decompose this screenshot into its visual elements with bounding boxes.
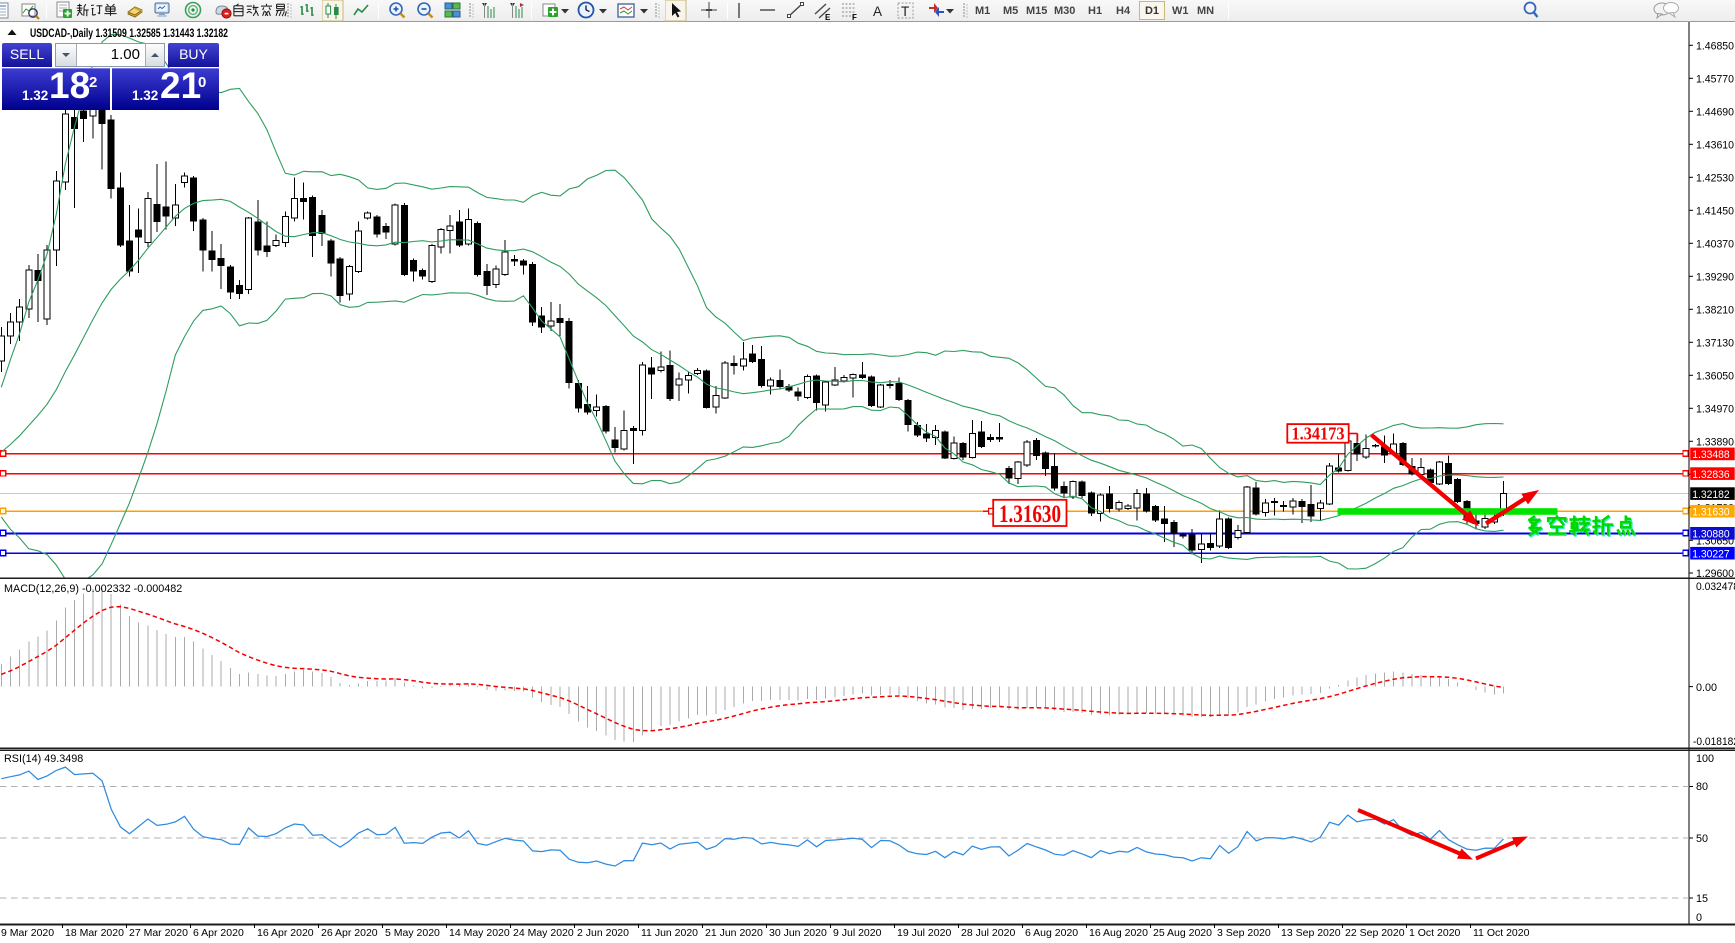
svg-text:1.34173: 1.34173: [1292, 424, 1345, 444]
svg-text:1.46850: 1.46850: [1696, 40, 1734, 52]
svg-text:13 Sep 2020: 13 Sep 2020: [1281, 927, 1341, 939]
svg-text:1.38210: 1.38210: [1696, 304, 1734, 316]
svg-text:1.41450: 1.41450: [1696, 205, 1734, 217]
svg-text:1.40370: 1.40370: [1696, 238, 1734, 250]
svg-text:1.30227: 1.30227: [1692, 548, 1730, 560]
svg-text:50: 50: [1696, 833, 1708, 845]
svg-text:14 May 2020: 14 May 2020: [449, 927, 510, 939]
svg-text:6 Apr 2020: 6 Apr 2020: [193, 927, 244, 939]
svg-text:1.32182: 1.32182: [1692, 489, 1730, 501]
svg-text:24 May 2020: 24 May 2020: [513, 927, 574, 939]
svg-text:1.33488: 1.33488: [1692, 449, 1730, 461]
svg-text:1 Oct 2020: 1 Oct 2020: [1409, 927, 1461, 939]
svg-text:27 Mar 2020: 27 Mar 2020: [129, 927, 188, 939]
svg-text:21 Jun 2020: 21 Jun 2020: [705, 927, 763, 939]
svg-text:5 May 2020: 5 May 2020: [385, 927, 440, 939]
svg-text:1.42530: 1.42530: [1696, 172, 1734, 184]
svg-text:3 Sep 2020: 3 Sep 2020: [1217, 927, 1271, 939]
svg-text:100: 100: [1696, 753, 1714, 765]
svg-text:0.00: 0.00: [1696, 682, 1717, 694]
svg-text:9 Jul 2020: 9 Jul 2020: [833, 927, 882, 939]
svg-text:RSI(14) 49.3498: RSI(14) 49.3498: [4, 753, 83, 765]
svg-text:1.44690: 1.44690: [1696, 106, 1734, 118]
svg-text:6 Aug 2020: 6 Aug 2020: [1025, 927, 1078, 939]
svg-text:A: A: [873, 4, 882, 19]
svg-text:80: 80: [1696, 781, 1708, 793]
svg-text:1.33890: 1.33890: [1696, 436, 1734, 448]
svg-text:F: F: [852, 13, 857, 22]
svg-text:USDCAD-,Daily 1.31509 1.32585: USDCAD-,Daily 1.31509 1.32585 1.31443 1.…: [30, 26, 228, 40]
svg-text:-0.018182: -0.018182: [1693, 736, 1735, 748]
svg-text:0.032478: 0.032478: [1696, 581, 1735, 593]
svg-text:16 Aug 2020: 16 Aug 2020: [1089, 927, 1148, 939]
svg-text:1.37130: 1.37130: [1696, 337, 1734, 349]
svg-text:11 Jun 2020: 11 Jun 2020: [641, 927, 698, 939]
svg-text:1.29600: 1.29600: [1696, 568, 1734, 580]
svg-text:1.43610: 1.43610: [1696, 139, 1734, 151]
svg-text:1.36050: 1.36050: [1696, 370, 1734, 382]
svg-text:18 Mar 2020: 18 Mar 2020: [65, 927, 124, 939]
svg-text:2 Jun 2020: 2 Jun 2020: [577, 927, 629, 939]
svg-text:16 Apr 2020: 16 Apr 2020: [257, 927, 314, 939]
svg-text:1.31630: 1.31630: [1692, 506, 1730, 518]
svg-text:25 Aug 2020: 25 Aug 2020: [1153, 927, 1212, 939]
svg-text:9 Mar 2020: 9 Mar 2020: [1, 927, 54, 939]
svg-text:E: E: [825, 13, 831, 22]
svg-text:1.34970: 1.34970: [1696, 403, 1734, 415]
svg-text:28 Jul 2020: 28 Jul 2020: [961, 927, 1015, 939]
svg-text:22 Sep 2020: 22 Sep 2020: [1345, 927, 1405, 939]
svg-text:1.39290: 1.39290: [1696, 271, 1734, 283]
svg-text:1.31630: 1.31630: [999, 501, 1061, 528]
svg-text:T: T: [901, 4, 909, 19]
svg-text:MACD(12,26,9) -0.002332 -0.000: MACD(12,26,9) -0.002332 -0.000482: [4, 583, 182, 595]
svg-text:1.30880: 1.30880: [1692, 529, 1730, 541]
svg-text:19 Jul 2020: 19 Jul 2020: [897, 927, 951, 939]
svg-text:1.32836: 1.32836: [1692, 469, 1730, 481]
svg-text:11 Oct 2020: 11 Oct 2020: [1473, 927, 1530, 939]
svg-text:0: 0: [1696, 912, 1702, 924]
svg-text:15: 15: [1696, 893, 1708, 905]
svg-text:30 Jun 2020: 30 Jun 2020: [769, 927, 827, 939]
svg-text:1.45770: 1.45770: [1696, 73, 1734, 85]
svg-text:26 Apr 2020: 26 Apr 2020: [321, 927, 378, 939]
